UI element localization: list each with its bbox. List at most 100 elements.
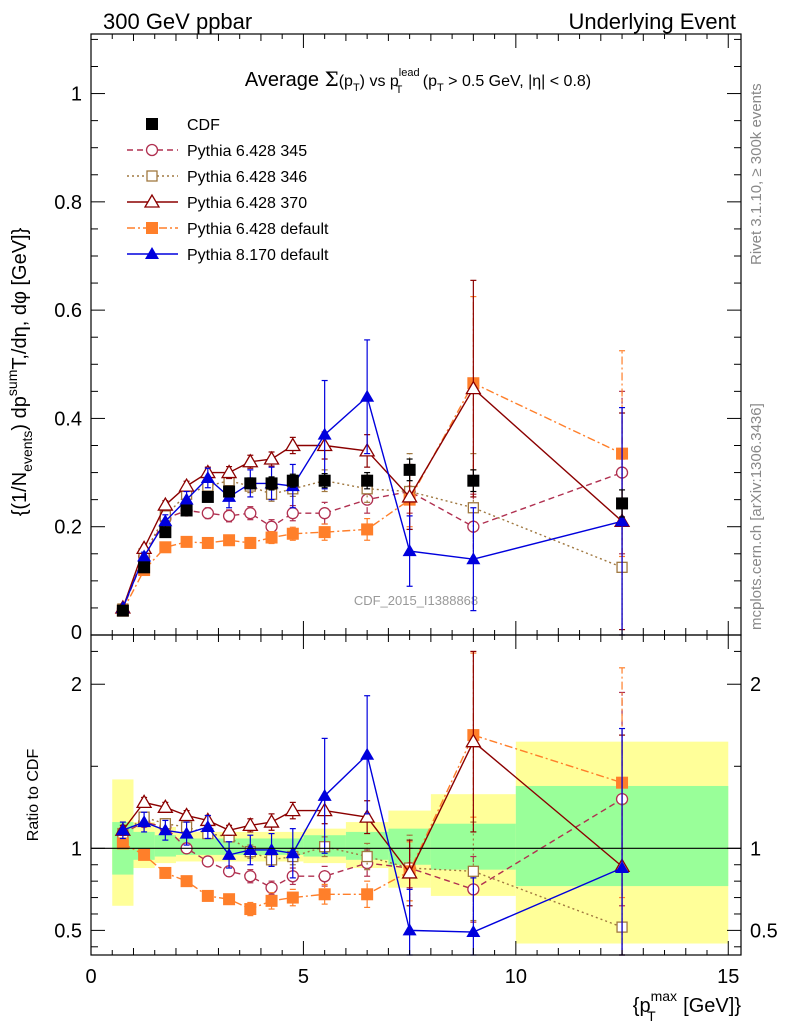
main-point-pdef — [361, 523, 374, 536]
ratio-point-p370 — [263, 813, 280, 828]
main-point-p8 — [158, 514, 173, 527]
main-point-p8 — [137, 549, 152, 562]
main-point-p8 — [402, 544, 417, 557]
ratio-point-pdef — [265, 894, 278, 907]
ratio-point-p345 — [201, 855, 214, 868]
ratio-point-p370 — [135, 794, 153, 809]
main-point-p370 — [220, 464, 238, 479]
main-point-cdf — [116, 604, 129, 617]
main-point-p370 — [465, 380, 482, 395]
ratio-point-pdef — [244, 903, 257, 916]
main-point-cdf — [138, 561, 151, 574]
ratio-point-p8 — [179, 826, 194, 839]
main-point-pdef — [159, 541, 172, 554]
legend-marker-cdf — [146, 118, 158, 130]
y-tick-label-main: 0.8 — [54, 192, 82, 214]
ratio-point-p8 — [222, 847, 237, 860]
main-point-p8 — [317, 427, 332, 440]
x-tick-label: 5 — [298, 966, 309, 988]
ratio-point-p8 — [200, 820, 215, 832]
x-axis-label: {pmax T [GeV]} — [633, 988, 742, 1024]
y-tick-label-ratio-right: 0.5 — [750, 920, 778, 942]
ratio-band-inner — [154, 835, 176, 857]
ratio-point-p8 — [360, 747, 375, 760]
analysis-watermark: CDF_2015_I1388868 — [354, 593, 478, 608]
ratio-point-pdef — [286, 891, 299, 904]
main-point-cdf — [467, 474, 480, 487]
ratio-point-pdef — [361, 888, 374, 901]
main-point-p370 — [157, 496, 174, 511]
y-tick-label-ratio-right: 2 — [750, 674, 761, 696]
main-point-pdef — [318, 526, 331, 539]
ratio-point-p370 — [220, 821, 238, 836]
legend-label-cdf: CDF — [187, 117, 220, 134]
legend-label-p346: Pythia 6.428 346 — [187, 169, 307, 186]
main-point-pdef — [223, 534, 236, 547]
legend: CDF Pythia 6.428 345 Pythia 6.428 346 Pythi… — [127, 117, 329, 264]
header-left: 300 GeV ppbar — [103, 9, 252, 34]
ratio-point-p345 — [244, 870, 257, 883]
main-point-cdf — [244, 477, 257, 490]
y-tick-label-main: 0.2 — [54, 517, 82, 539]
main-point-p370 — [284, 437, 301, 452]
legend-entry-pdef: Pythia 6.428 default — [127, 221, 329, 238]
main-point-cdf — [223, 485, 236, 498]
ratio-point-p8 — [137, 815, 152, 828]
ratio-point-pdef — [318, 888, 331, 901]
mcplots-label: mcplots.cern.ch [arXiv:1306.3436] — [748, 403, 765, 630]
main-point-cdf — [403, 463, 416, 476]
main-point-cdf — [180, 504, 193, 517]
ratio-plot-area — [114, 650, 631, 956]
y-tick-label-ratio-right: 1 — [750, 838, 761, 860]
legend-entry-p8: Pythia 8.170 default — [127, 247, 329, 264]
main-point-pdef — [265, 531, 278, 544]
ratio-point-p8 — [264, 842, 279, 855]
rivet-label: Rivet 3.1.10, ≥ 300k events — [748, 83, 765, 265]
main-point-p345 — [244, 507, 257, 520]
main-point-p8 — [179, 492, 194, 505]
main-point-cdf — [286, 474, 299, 487]
ratio-point-pdef — [159, 866, 172, 879]
main-point-p370 — [401, 488, 418, 503]
ratio-point-pdef — [116, 837, 129, 850]
legend-entry-p345: Pythia 6.428 345 — [127, 143, 307, 160]
legend-marker-p346 — [146, 170, 158, 182]
y-tick-label-main-zero: 0 — [71, 622, 82, 644]
main-series-cdf — [116, 458, 629, 617]
ratio-point-p370 — [178, 807, 195, 822]
plot-title: Average Σ(pT) vs plead T (pT > 0.5 GeV, |… — [245, 67, 591, 96]
main-point-pdef — [286, 527, 299, 540]
y-tick-label-main: 0.4 — [54, 408, 82, 430]
main-point-p8 — [615, 514, 630, 527]
main-point-p345 — [222, 509, 236, 523]
main-point-cdf — [159, 526, 172, 539]
x-tick-label: 0 — [85, 966, 96, 988]
ratio-point-p8 — [466, 925, 481, 938]
ratio-point-p8 — [285, 846, 300, 859]
main-point-pdef — [244, 536, 257, 549]
y-tick-label-main: 1 — [71, 84, 82, 106]
main-point-p8 — [200, 470, 215, 483]
ratio-point-p8 — [317, 788, 332, 801]
legend-label-p8: Pythia 8.170 default — [187, 247, 329, 264]
ratio-point-p345 — [318, 870, 331, 883]
ratio-point-p8 — [402, 923, 417, 936]
ratio-series-p8 — [115, 695, 630, 956]
x-tick-label: 15 — [717, 966, 739, 988]
ratio-point-p345 — [265, 881, 278, 894]
ratio-point-p370 — [359, 808, 376, 823]
legend-label-p370: Pythia 6.428 370 — [187, 195, 307, 212]
legend-entry-p346: Pythia 6.428 346 — [127, 169, 307, 186]
ratio-point-p370 — [157, 799, 174, 813]
ratio-point-pdef — [180, 875, 193, 888]
ratio-point-pdef — [138, 848, 151, 861]
main-line-p8 — [122, 395, 623, 609]
y-tick-label-main: 0.6 — [54, 300, 82, 322]
main-point-p370 — [263, 450, 280, 465]
main-point-p345 — [201, 507, 214, 520]
legend-marker-pdef — [146, 222, 158, 234]
main-line-p346 — [122, 479, 623, 610]
y-tick-label-ratio: 0.5 — [54, 920, 82, 942]
